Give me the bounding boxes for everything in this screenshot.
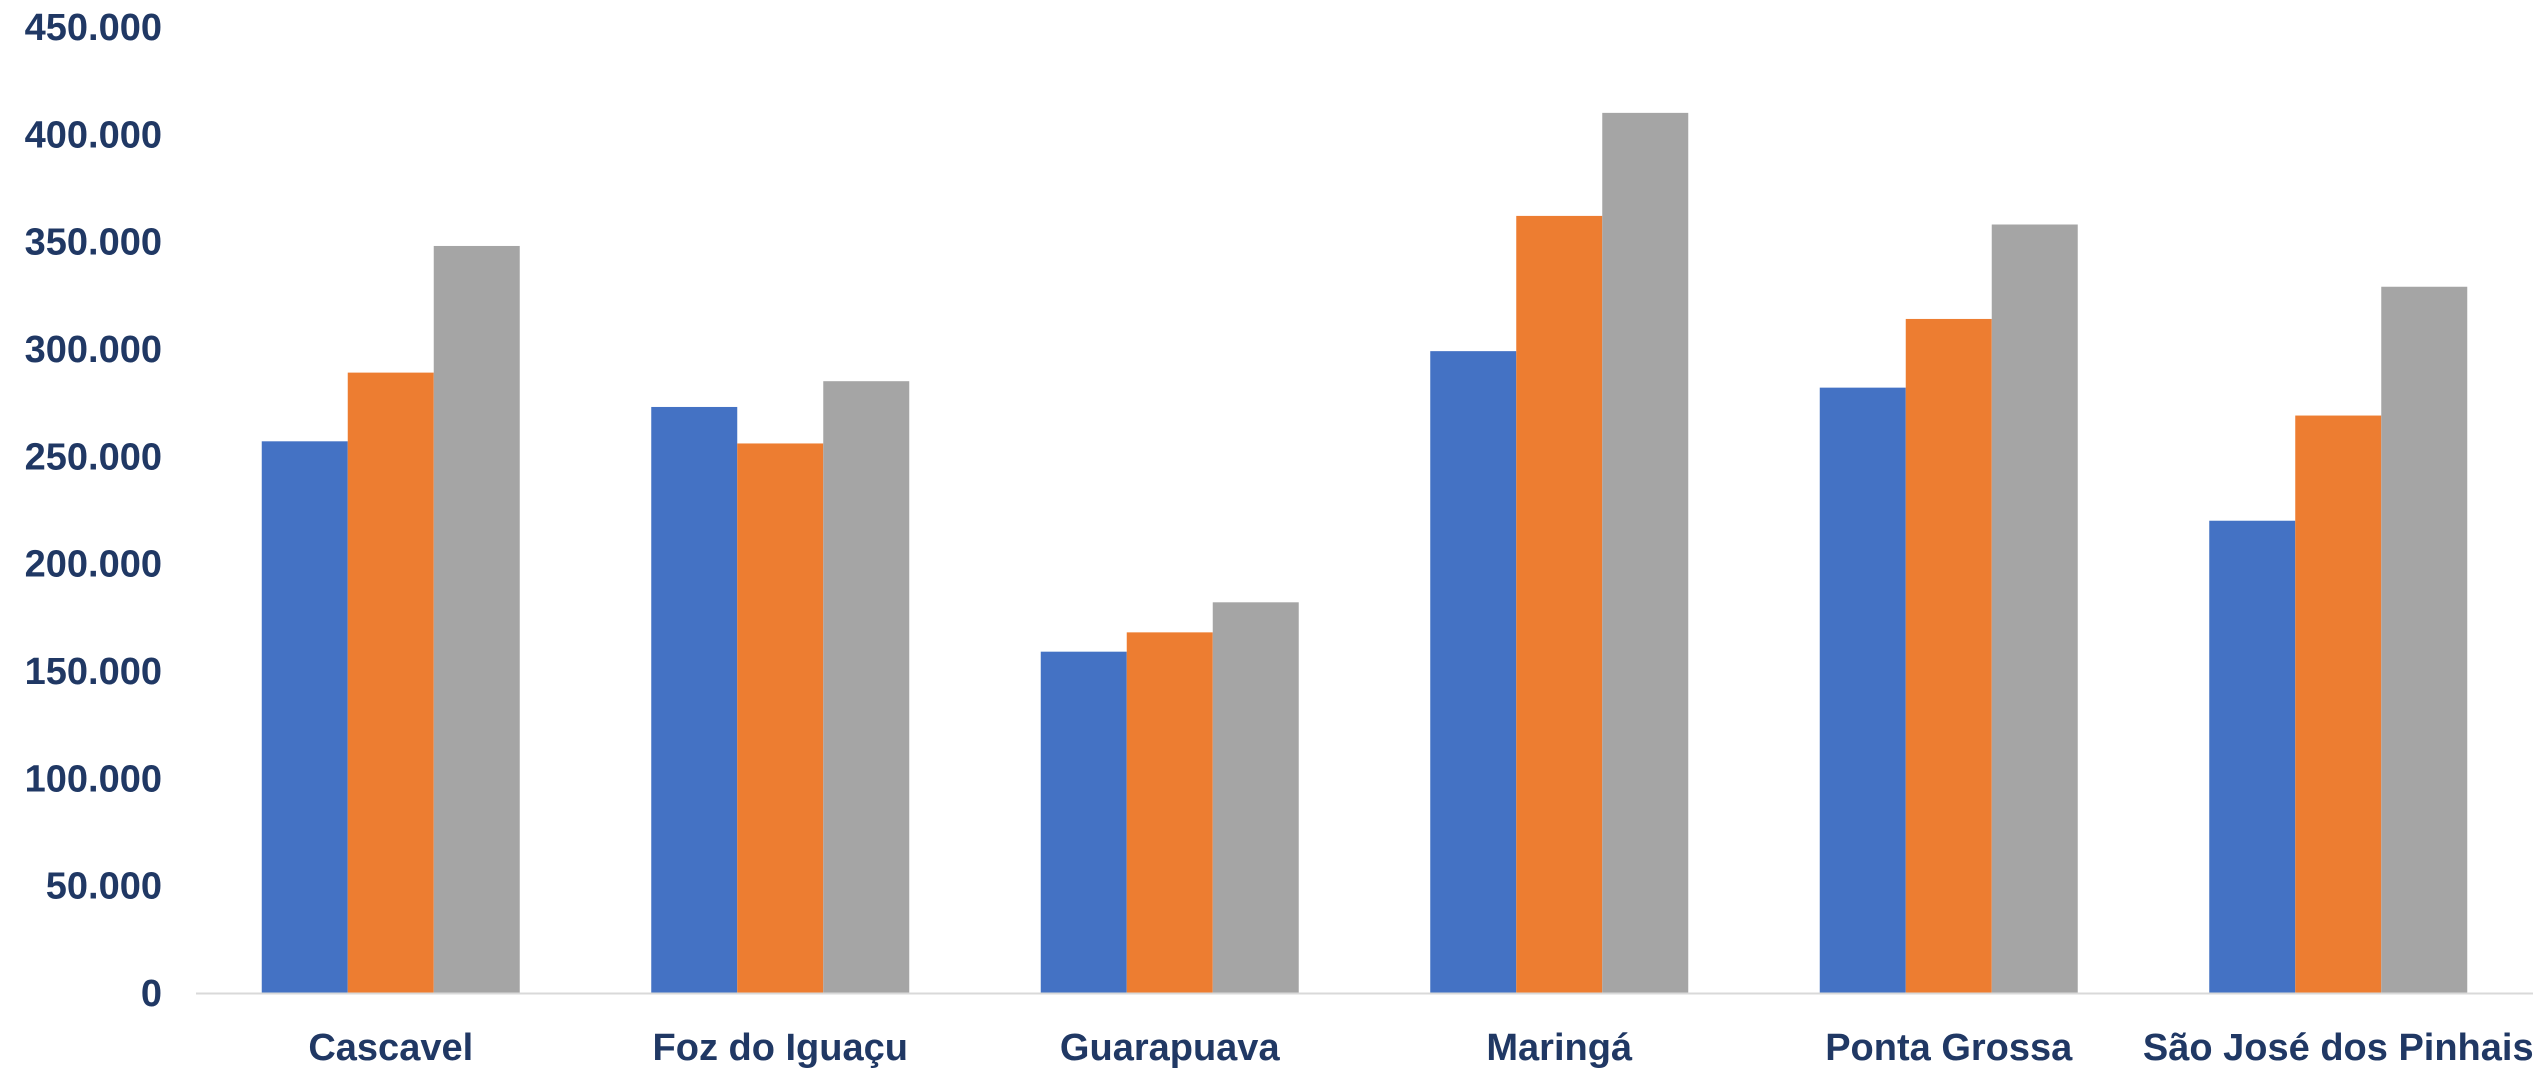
bar bbox=[1991, 224, 2078, 993]
bar bbox=[1819, 387, 1906, 993]
x-category-label: Cascavel bbox=[308, 1027, 473, 1069]
y-tick-label: 250.000 bbox=[25, 436, 162, 478]
x-category-label: Maringá bbox=[1486, 1027, 1633, 1069]
bar bbox=[1212, 602, 1299, 993]
bar bbox=[1126, 632, 1213, 993]
y-tick-label: 400.000 bbox=[25, 114, 162, 156]
y-tick-label: 300.000 bbox=[25, 329, 162, 371]
y-tick-label: 450.000 bbox=[25, 7, 162, 49]
bar bbox=[2295, 415, 2382, 994]
bar bbox=[433, 245, 520, 993]
y-tick-label: 350.000 bbox=[25, 222, 162, 264]
x-axis-category-labels: Cascavel Foz do Iguaçu Guarapuava Maringá Po… bbox=[308, 1027, 2533, 1069]
bar bbox=[1516, 215, 1603, 993]
bar bbox=[2381, 286, 2468, 993]
bar bbox=[261, 441, 348, 994]
y-tick-label: 0 bbox=[141, 973, 162, 1015]
bar bbox=[737, 443, 824, 993]
bar bbox=[1430, 351, 1517, 993]
bar bbox=[347, 372, 434, 993]
y-tick-label: 50.000 bbox=[46, 866, 162, 908]
bar bbox=[1602, 112, 1689, 993]
bar bbox=[823, 381, 910, 993]
bar bbox=[1905, 318, 1992, 993]
y-tick-label: 150.000 bbox=[25, 651, 162, 693]
y-axis-tick-labels: 0 50.000 100.000 150.000 200.000 250.000 300.0… bbox=[25, 7, 162, 1015]
x-category-label: Foz do Iguaçu bbox=[653, 1027, 908, 1069]
y-tick-label: 100.000 bbox=[25, 758, 162, 800]
bar bbox=[651, 406, 738, 994]
x-category-label: Guarapuava bbox=[1060, 1027, 1281, 1069]
bar bbox=[1040, 651, 1127, 993]
x-category-label: Ponta Grossa bbox=[1825, 1027, 2073, 1069]
bars bbox=[261, 112, 2468, 994]
y-tick-label: 200.000 bbox=[25, 544, 162, 586]
x-category-label: São José dos Pinhais bbox=[2143, 1027, 2534, 1069]
bar bbox=[2209, 520, 2296, 993]
